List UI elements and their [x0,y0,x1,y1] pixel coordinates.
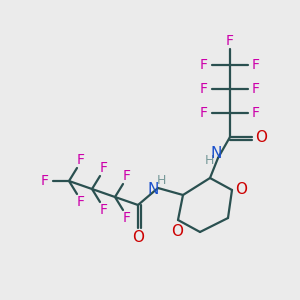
Text: O: O [132,230,144,245]
Text: F: F [100,203,108,217]
Text: F: F [41,174,49,188]
Text: N: N [147,182,159,197]
Text: F: F [123,211,131,225]
Text: F: F [252,106,260,120]
Text: F: F [200,106,208,120]
Text: F: F [77,153,85,167]
Text: F: F [200,58,208,72]
Text: F: F [252,82,260,96]
Text: F: F [200,82,208,96]
Text: O: O [235,182,247,197]
Text: F: F [123,169,131,183]
Text: H: H [204,154,214,166]
Text: F: F [226,34,234,48]
Text: F: F [100,161,108,175]
Text: H: H [156,173,166,187]
Text: O: O [255,130,267,145]
Text: F: F [77,195,85,209]
Text: F: F [252,58,260,72]
Text: N: N [210,146,222,161]
Text: O: O [171,224,183,238]
